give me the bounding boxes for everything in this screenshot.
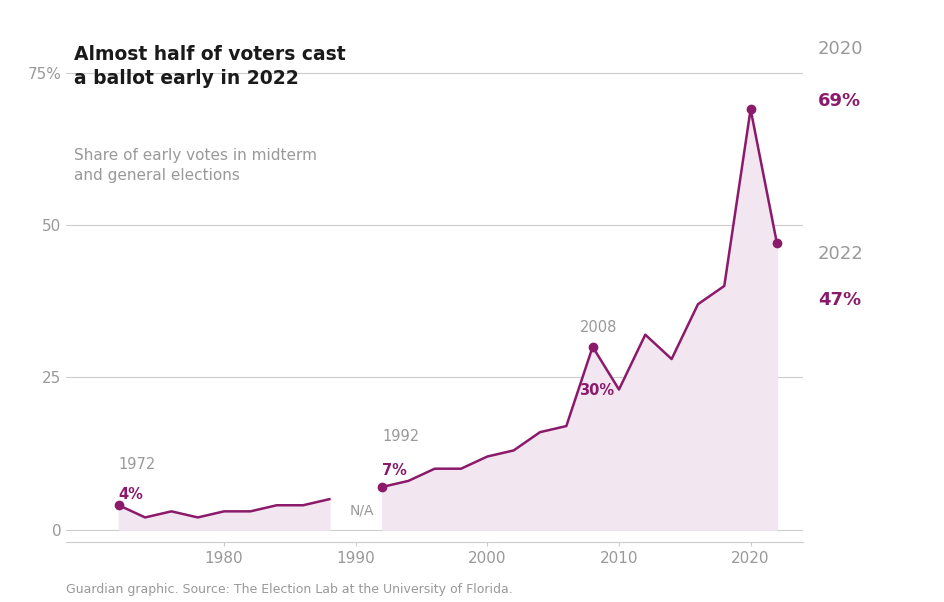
Text: 2008: 2008 <box>579 320 616 335</box>
Text: Guardian graphic. Source: The Election Lab at the University of Florida.: Guardian graphic. Source: The Election L… <box>66 583 513 596</box>
Text: 1992: 1992 <box>381 429 419 444</box>
Text: N/A: N/A <box>348 503 373 518</box>
Text: 1972: 1972 <box>119 457 156 472</box>
Text: 4%: 4% <box>119 487 143 502</box>
Text: 69%: 69% <box>818 92 860 110</box>
Text: 47%: 47% <box>818 291 860 309</box>
Text: 2022: 2022 <box>818 245 863 263</box>
Text: 7%: 7% <box>381 463 407 478</box>
Text: 30%: 30% <box>579 383 614 399</box>
Text: Almost half of voters cast
a ballot early in 2022: Almost half of voters cast a ballot earl… <box>74 46 345 88</box>
Text: Share of early votes in midterm
and general elections: Share of early votes in midterm and gene… <box>74 147 316 182</box>
Text: 2020: 2020 <box>818 40 863 58</box>
